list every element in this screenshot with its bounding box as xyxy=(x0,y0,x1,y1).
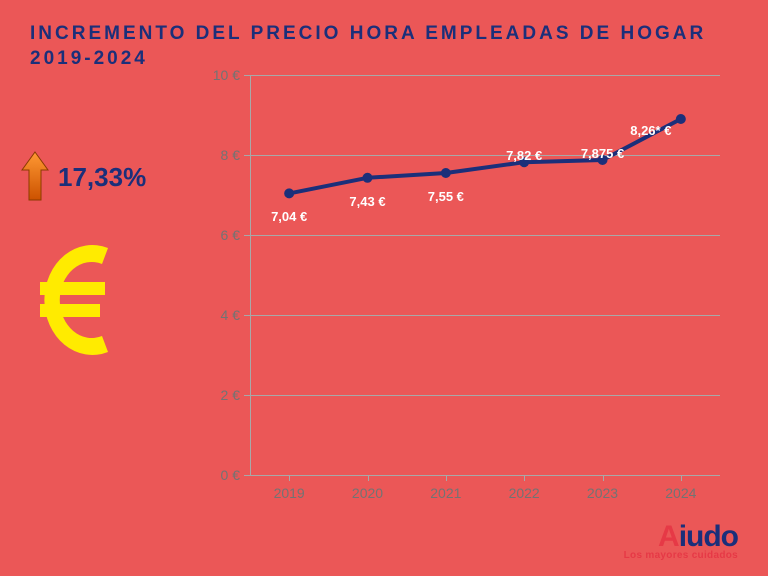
y-tick-label: 4 € xyxy=(200,307,240,323)
x-tick-label: 2019 xyxy=(259,485,319,501)
x-tick-label: 2023 xyxy=(573,485,633,501)
data-marker xyxy=(284,188,294,198)
x-tick-label: 2021 xyxy=(416,485,476,501)
y-tick-label: 6 € xyxy=(200,227,240,243)
data-point-label: 7,04 € xyxy=(271,209,307,224)
logo-tagline: Los mayores cuidados xyxy=(624,550,738,561)
y-tick-label: 0 € xyxy=(200,467,240,483)
percent-value: 17,33% xyxy=(58,162,146,193)
y-tick-label: 10 € xyxy=(200,67,240,83)
data-point-label: 7,82 € xyxy=(506,148,542,163)
data-point-label: 7,875 € xyxy=(581,146,624,161)
y-tick-label: 8 € xyxy=(200,147,240,163)
line-chart: 0 €2 €4 €6 €8 €10 € 20192020202120222023… xyxy=(200,75,730,495)
brand-logo: Aiudo Los mayores cuidados xyxy=(624,520,738,561)
data-marker xyxy=(441,168,451,178)
euro-icon xyxy=(30,230,190,375)
x-tick-label: 2022 xyxy=(494,485,554,501)
data-point-label: 7,55 € xyxy=(428,189,464,204)
data-point-label: 8,26* € xyxy=(630,123,671,138)
left-info-block: 17,33% xyxy=(20,150,190,375)
y-tick-label: 2 € xyxy=(200,387,240,403)
plot-area: 7,04 € 7,43 € 7,55 € 7,82 € 7,875 € 8,26* € xyxy=(250,75,720,475)
increase-indicator: 17,33% xyxy=(20,150,190,205)
data-marker xyxy=(676,114,686,124)
data-marker xyxy=(363,173,373,183)
arrow-up-icon xyxy=(20,150,50,205)
logo-text: Aiudo xyxy=(624,520,738,554)
data-point-label: 7,43 € xyxy=(349,194,385,209)
x-tick-label: 2024 xyxy=(651,485,711,501)
chart-title: INCREMENTO DEL PRECIO HORA EMPLEADAS DE … xyxy=(30,22,738,71)
x-tick-label: 2020 xyxy=(338,485,398,501)
